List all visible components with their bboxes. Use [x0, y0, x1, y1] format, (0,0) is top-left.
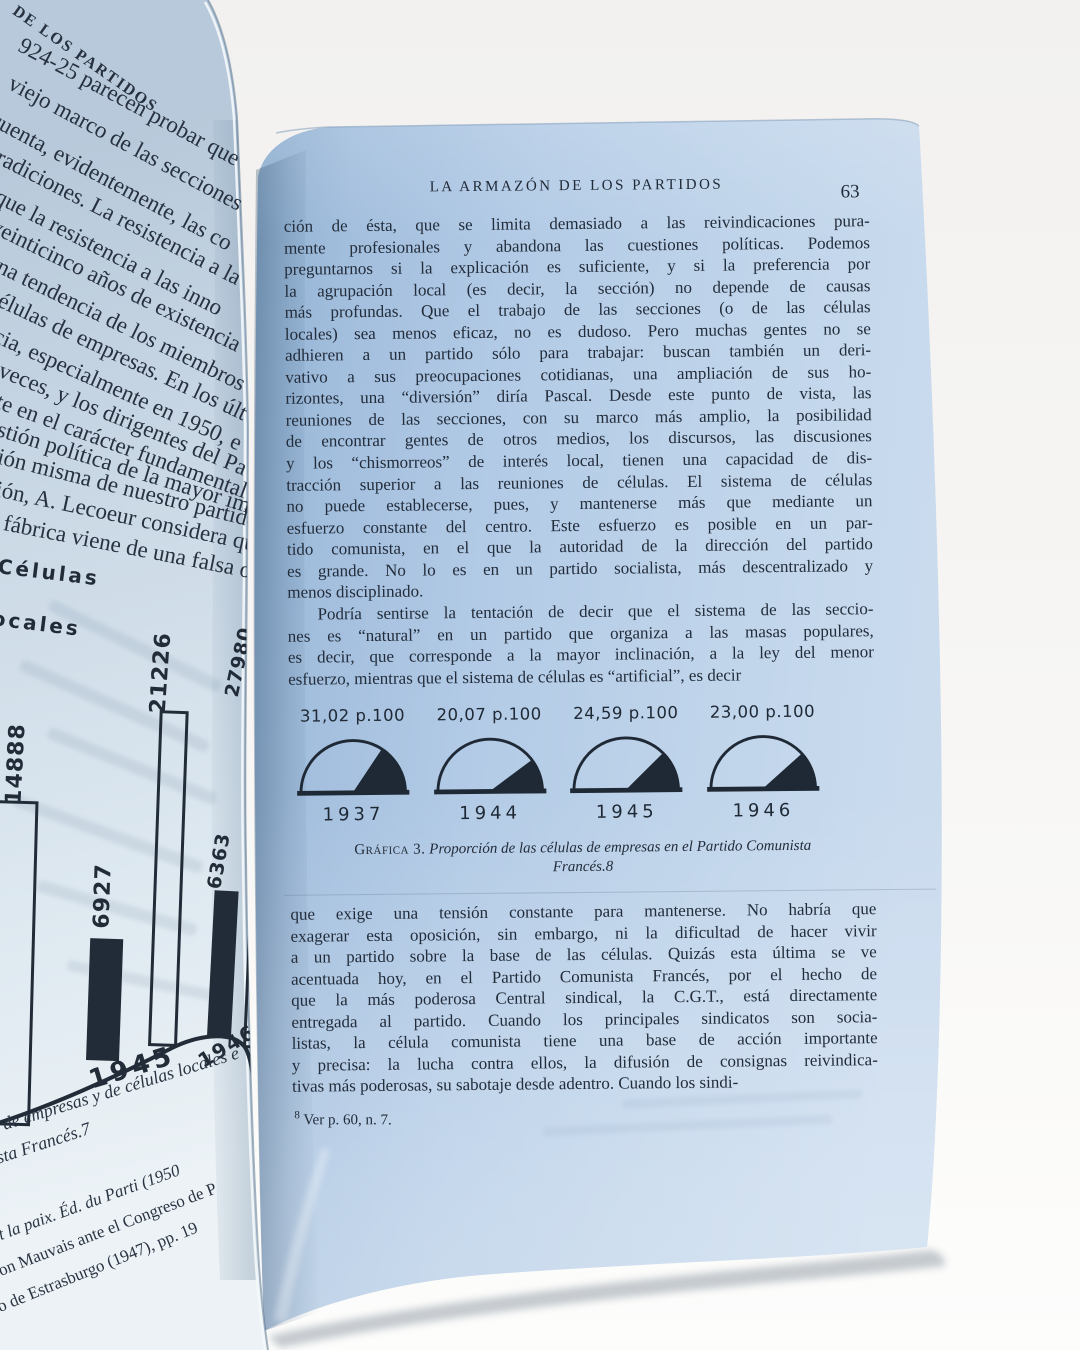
page-number: 63: [840, 181, 860, 203]
page-crease: [274, 1148, 330, 1322]
gauge-chart-caption: Gráfica 3. Proporción de las células de …: [290, 836, 876, 880]
gauge-year: 1944: [459, 802, 522, 825]
gauge-pct-label: 20,07 p.100: [436, 704, 542, 725]
bar-value-6927: 6927: [89, 862, 117, 930]
footnote: 8 Ver p. 60, n. 7.: [294, 1109, 391, 1129]
caption-label: Gráfica 3.: [354, 841, 426, 859]
gauge-1945: 24,59 p.100 1945: [564, 703, 689, 823]
bar-value-14888: 14888: [1, 722, 31, 806]
gauge-baseline: [707, 785, 820, 792]
paragraph-2: Podría sentirse la tentación de decir qu…: [287, 598, 874, 690]
gauge-1944: 20,07 p.100 1944: [427, 704, 552, 824]
gauge-pct-label: 23,00 p.100: [709, 701, 816, 722]
showthrough-streak: [46, 598, 224, 694]
gauge-1946: 23,00 p.100 1946: [700, 702, 825, 822]
footnote-text: Ver p. 60, n. 7.: [303, 1112, 392, 1129]
paragraph-1: ción de ésta, que se limita demasiado a …: [284, 210, 874, 603]
gauge-baseline: [433, 788, 547, 795]
bar-value-6363: 6363: [203, 831, 235, 891]
running-header: LA ARMAZÓN DE LOS PARTIDOS: [429, 176, 724, 196]
gauge-year: 1945: [595, 801, 658, 823]
page-drop-shadow: [268, 1250, 946, 1348]
bar-outline-21226: [148, 710, 189, 1048]
gauge-chart: 31,02 p.100 1937 20,07 p.100 1: [290, 702, 825, 826]
gutter-shadow: [253, 150, 320, 1331]
gauge-1937: 31,02 p.100 1937: [290, 706, 415, 826]
gauge-sector: [625, 752, 680, 791]
gauge-pct-label: 24,59 p.100: [573, 703, 679, 724]
gauge-sector: [352, 748, 407, 794]
caption-text: Proporción de las células de empresas en…: [429, 837, 812, 858]
left-page-paper: [0, 0, 268, 1350]
gauge-sector: [488, 759, 543, 792]
gauge-year: 1946: [732, 799, 795, 822]
gauge-baseline: [297, 789, 410, 796]
left-chart-legend-celulas: Células: [0, 554, 102, 591]
bar-value-21226: 21226: [145, 631, 177, 715]
crease-rule: [284, 888, 937, 896]
footnote-marker: 8: [294, 1109, 300, 1122]
paragraph-3: que exige una tensión constante para man…: [290, 898, 878, 1098]
gauge-pct-label: 31,02 p.100: [299, 705, 406, 726]
gauge-year: 1937: [322, 803, 385, 826]
gauge-baseline: [570, 787, 683, 794]
showthrough-streak: [542, 1114, 833, 1137]
